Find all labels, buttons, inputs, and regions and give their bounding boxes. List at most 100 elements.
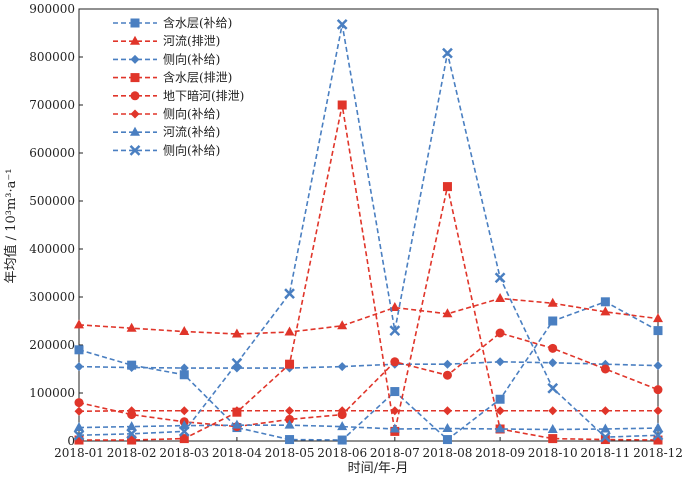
data-point: [653, 406, 663, 416]
data-point: [599, 431, 611, 443]
x-tick-label: 2018-11: [580, 446, 630, 460]
data-point: [389, 423, 400, 433]
x-tick-label: 2018-02: [107, 446, 157, 460]
data-point: [442, 182, 452, 192]
data-point: [178, 426, 190, 437]
y-tick-label: 400000: [29, 242, 75, 256]
series-1: [74, 297, 663, 445]
y-axis-label: 年均值 / 10³m³·a⁻¹: [3, 169, 19, 284]
data-point: [231, 357, 243, 369]
legend-item: 河流(排泄): [113, 34, 220, 48]
x-tick-label: 2018-09: [475, 446, 525, 460]
data-point: [442, 47, 453, 59]
data-point: [600, 435, 610, 445]
y-tick-label: 800000: [29, 50, 75, 64]
data-point: [284, 288, 295, 300]
x-axis-label: 时间/年-月: [348, 461, 409, 476]
x-tick-label: 2018-03: [159, 446, 209, 460]
data-point: [179, 326, 190, 336]
x-tick-label: 2018-10: [528, 446, 578, 460]
data-point: [600, 364, 610, 374]
data-point: [548, 316, 558, 326]
legend-label: 河流(排泄): [163, 34, 220, 48]
data-point: [285, 359, 295, 369]
series-6: [74, 406, 663, 416]
data-point: [74, 362, 84, 372]
data-point: [179, 370, 189, 380]
legend-item: 含水层(补给): [113, 15, 232, 30]
data-point: [389, 302, 400, 312]
y-tick-label: 900000: [29, 2, 75, 16]
data-point: [653, 361, 663, 371]
data-point: [74, 406, 84, 416]
series-line: [79, 104, 659, 441]
data-point: [390, 357, 400, 367]
data-point: [390, 387, 400, 397]
series-5: [74, 328, 663, 432]
data-point: [600, 297, 610, 307]
data-point: [600, 406, 610, 416]
data-point: [495, 328, 505, 338]
series-layer: [73, 18, 664, 445]
series-line: [78, 424, 659, 431]
x-tick-label: 2018-08: [423, 446, 473, 460]
data-point: [284, 419, 295, 429]
legend: 含水层(补给) 河流(排泄) 侧向(补给) 含水层(排泄) 地下暗河(排泄) 侧向(补给)…: [113, 15, 244, 157]
series-2: [74, 292, 663, 338]
legend-label: 侧向(补给): [163, 142, 220, 157]
data-point: [284, 326, 295, 336]
data-point: [389, 325, 401, 336]
series-line: [78, 300, 659, 441]
data-point: [547, 423, 558, 433]
data-point: [73, 429, 85, 441]
data-point: [126, 421, 137, 431]
data-point: [179, 406, 189, 416]
data-point: [126, 428, 138, 440]
y-tick-label: 100000: [29, 386, 75, 400]
data-point: [548, 434, 558, 444]
series-line: [78, 332, 659, 428]
legend-label: 河流(补给): [163, 125, 220, 139]
data-point: [74, 398, 84, 408]
legend-label: 含水层(排泄): [163, 70, 232, 85]
legend-label: 侧向(补给): [163, 51, 220, 66]
y-tick-label: 200000: [29, 338, 75, 352]
data-point: [337, 421, 348, 431]
data-point: [390, 406, 400, 416]
data-point: [495, 357, 505, 367]
data-point: [653, 313, 663, 323]
legend-marker: [130, 126, 140, 136]
data-point: [285, 406, 295, 416]
x-tick-label: 2018-12: [633, 446, 683, 460]
y-tick-label: 300000: [29, 290, 75, 304]
data-point: [653, 435, 663, 445]
series-line: [78, 297, 659, 335]
y-tick-label: 0: [67, 434, 75, 448]
data-point: [126, 322, 137, 332]
data-point: [231, 328, 242, 338]
y-tick-label: 500000: [29, 194, 75, 208]
series-3: [74, 357, 663, 373]
legend-marker: [130, 54, 140, 64]
data-point: [232, 406, 242, 416]
data-point: [179, 420, 190, 430]
legend-marker: [130, 73, 140, 83]
data-point: [127, 406, 137, 416]
data-point: [74, 422, 84, 432]
data-point: [442, 359, 452, 369]
data-point: [653, 422, 663, 432]
data-point: [337, 320, 348, 330]
x-tick-label: 2018-04: [212, 446, 262, 460]
data-point: [74, 345, 84, 355]
x-tick-label: 2018-07: [370, 446, 420, 460]
data-point: [179, 434, 189, 444]
legend-label: 含水层(补给): [163, 15, 232, 30]
y-tick-label: 600000: [29, 146, 75, 160]
data-point: [74, 435, 84, 445]
data-point: [442, 423, 453, 433]
x-tick-label: 2018-01: [54, 446, 104, 460]
x-tick-label: 2018-06: [317, 446, 367, 460]
legend-item: 侧向(补给): [113, 51, 220, 66]
data-point: [548, 343, 558, 353]
